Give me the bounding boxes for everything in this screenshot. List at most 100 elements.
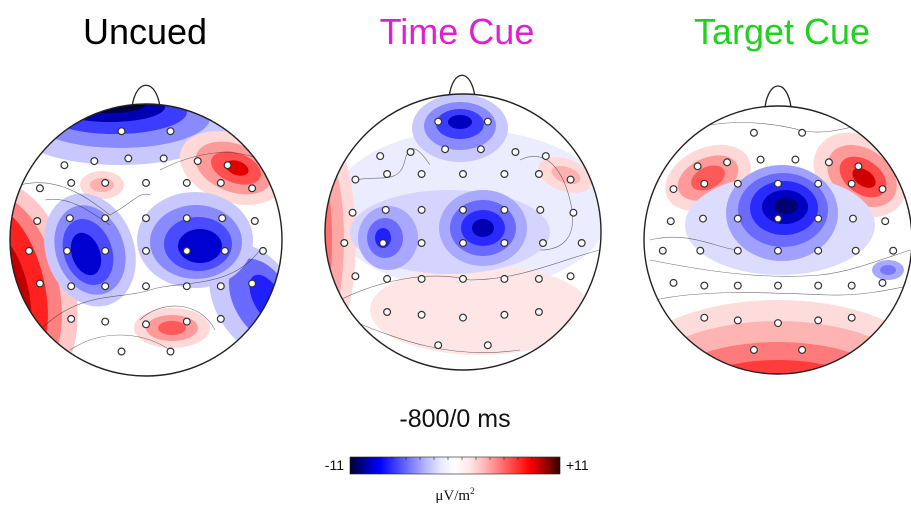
electrode-marker-icon [511, 148, 520, 157]
electrode-marker-icon [417, 310, 426, 319]
electrode-markers-target [658, 128, 898, 354]
electrode-marker-icon [666, 217, 675, 226]
electrode-marker-icon [500, 274, 509, 283]
electrode-marker-icon [500, 205, 509, 214]
electrode-marker-icon [733, 281, 742, 290]
unit-prefix: μV/m [435, 488, 471, 504]
electrode-marker-icon [878, 185, 887, 194]
electrode-marker-icon [814, 316, 823, 325]
electrode-marker-icon [500, 310, 509, 319]
topomap-uncued [9, 84, 283, 377]
electrode-marker-icon [700, 281, 709, 290]
electrode-marker-icon [798, 128, 807, 137]
electrode-marker-icon [434, 117, 443, 126]
electrode-marker-icon [351, 272, 360, 281]
electrode-marker-icon [733, 179, 742, 188]
electrode-marker-icon [814, 214, 823, 223]
electrode-marker-icon [67, 282, 76, 291]
electrode-marker-icon [878, 278, 887, 287]
electrode-marker-icon [749, 345, 758, 354]
electrode-marker-icon [698, 214, 707, 223]
electrode-marker-icon [376, 152, 385, 161]
head-outline-icon [9, 103, 283, 377]
electrode-marker-icon [773, 179, 782, 188]
electrode-marker-icon [851, 246, 860, 255]
electrode-marker-icon [124, 154, 133, 163]
head-outline-icon [324, 93, 602, 371]
electrode-marker-icon [25, 246, 34, 255]
electrode-marker-icon [696, 246, 705, 255]
time-window-label: -800/0 ms [399, 405, 511, 433]
electrode-marker-icon [33, 217, 42, 226]
electrode-marker-icon [117, 127, 126, 136]
electrode-marker-icon [459, 170, 468, 179]
electrode-marker-icon [824, 158, 833, 167]
electrode-marker-icon [577, 239, 586, 248]
electrode-marker-icon [223, 161, 232, 170]
electrode-marker-icon [814, 281, 823, 290]
electrode-marker-icon [733, 214, 742, 223]
colorbar-max-label: +11 [566, 457, 589, 473]
electrode-marker-icon [733, 316, 742, 325]
colorbar-unit-label: μV/m2 [405, 481, 505, 506]
nose-icon [448, 74, 476, 98]
electrode-marker-icon [459, 239, 468, 248]
electrode-marker-icon [379, 239, 388, 248]
electrode-marker-icon [536, 205, 545, 214]
electrode-marker-icon [459, 313, 468, 322]
electrode-marker-icon [749, 128, 758, 137]
electrode-marker-icon [569, 208, 578, 217]
electrode-marker-icon [534, 308, 543, 317]
electrode-marker-icon [434, 341, 443, 350]
electrode-marker-icon [35, 184, 44, 193]
electrode-marker-icon [417, 274, 426, 283]
electrode-marker-icon [216, 178, 225, 187]
electrode-marker-icon [142, 178, 151, 187]
electrode-marker-icon [441, 145, 450, 154]
electrode-marker-icon [700, 313, 709, 322]
electrode-marker-icon [814, 179, 823, 188]
electrode-marker-icon [476, 145, 485, 154]
electrode-marker-icon [166, 127, 175, 136]
electrode-marker-icon [534, 274, 543, 283]
electrode-markers-uncued [25, 127, 268, 356]
electrode-marker-icon [773, 319, 782, 328]
electrode-marker-icon [381, 205, 390, 214]
electrode-marker-icon [159, 154, 168, 163]
electrode-marker-icon [881, 217, 890, 226]
colorbar-min-label: -11 [324, 457, 344, 473]
electrode-marker-icon [348, 208, 357, 217]
electrode-marker-icon [500, 170, 509, 179]
electrode-marker-icon [65, 214, 74, 223]
nose-icon [764, 85, 792, 108]
electrode-marker-icon [182, 317, 191, 326]
electrode-marker-icon [791, 155, 800, 164]
electrode-marker-icon [848, 214, 857, 223]
electrode-marker-icon [182, 246, 191, 255]
electrode-marker-icon [117, 347, 126, 356]
electrode-marker-icon [847, 281, 856, 290]
electrode-marker-icon [889, 246, 898, 255]
electrode-marker-icon [700, 179, 709, 188]
electrode-marker-icon [182, 178, 191, 187]
electrode-marker-icon [417, 170, 426, 179]
head-outline-icon [643, 105, 911, 375]
electrode-marker-icon [483, 341, 492, 350]
electrode-marker-icon [63, 246, 72, 255]
electrode-marker-icon [101, 214, 110, 223]
electrode-marker-icon [854, 162, 863, 171]
electrode-marker-icon [248, 184, 257, 193]
title-uncued: Uncued [82, 11, 208, 52]
electrode-marker-icon [756, 155, 765, 164]
electrode-marker-icon [669, 278, 678, 287]
electrode-marker-icon [814, 246, 823, 255]
electrode-marker-icon [101, 282, 110, 291]
electrode-marker-icon [182, 282, 191, 291]
electrode-marker-icon [60, 161, 69, 170]
electrode-marker-icon [773, 281, 782, 290]
electrode-marker-icon [142, 214, 151, 223]
electrode-marker-icon [459, 205, 468, 214]
electrode-marker-icon [101, 317, 110, 326]
electrode-marker-icon [250, 217, 259, 226]
